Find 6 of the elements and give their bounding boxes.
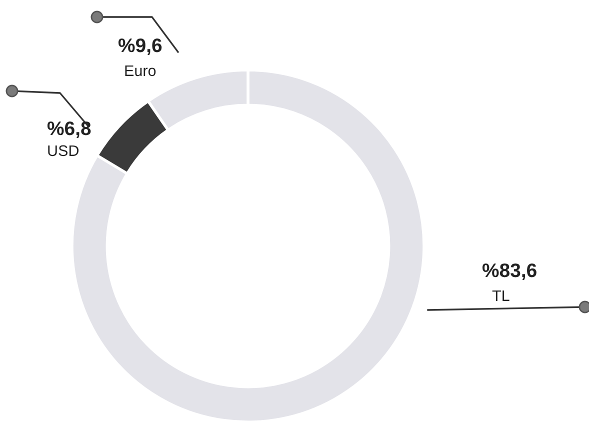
- data-label: %9,6: [118, 38, 162, 56]
- slice-label: Euro: [125, 65, 156, 76]
- slice-label: USD: [48, 145, 79, 156]
- slice-label: TL: [492, 290, 510, 301]
- data-label: %6,8: [47, 121, 91, 138]
- data-label: %83,6: [482, 263, 536, 280]
